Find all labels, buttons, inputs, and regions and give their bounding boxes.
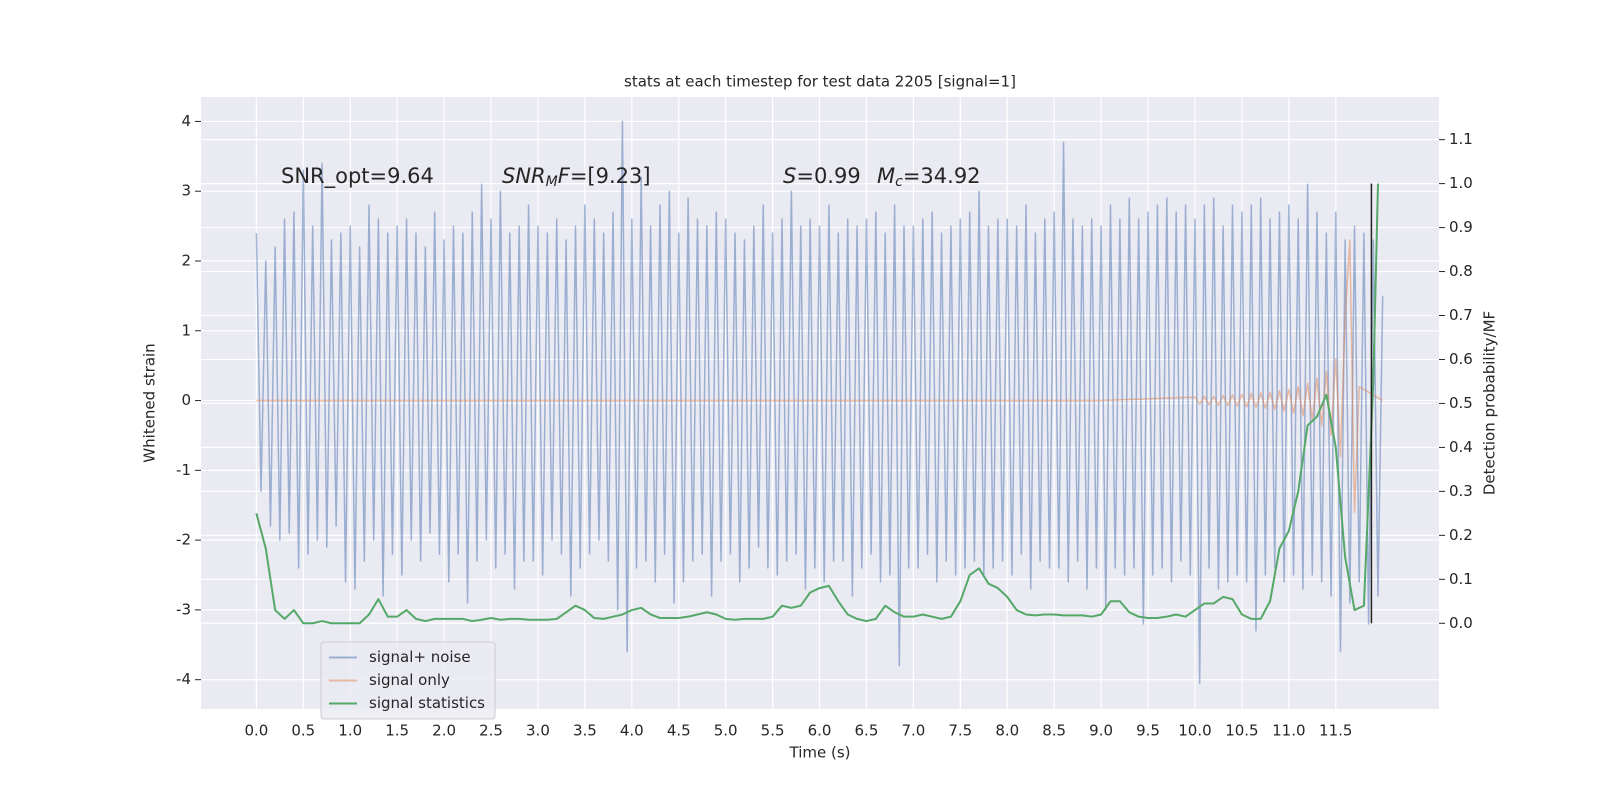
annotation-part: c — [895, 174, 903, 190]
x-tick-label: 3.0 — [526, 722, 550, 740]
y2-tick-label: 0.1 — [1449, 570, 1473, 588]
legend-box — [320, 641, 496, 720]
annotation: S=0.99 — [783, 164, 861, 188]
y-tick-label: 2 — [181, 251, 191, 269]
x-tick-label: 7.0 — [901, 722, 925, 740]
annotation-part: SNR_opt=9.64 — [281, 164, 434, 189]
annotation-part: =34.92 — [903, 164, 981, 188]
y-tick-label: 0 — [181, 391, 191, 409]
y2-tick-label: 0.4 — [1449, 438, 1473, 456]
x-tick-label: 1.5 — [385, 722, 409, 740]
x-tick-label: 7.5 — [948, 722, 972, 740]
y2-tick-label: 0.5 — [1449, 394, 1473, 412]
annotation: SNRMF=[9.23] — [502, 164, 651, 190]
annotation-part: SNR — [502, 164, 546, 188]
annotation-part: =[9.23] — [570, 164, 651, 188]
annotation-part: S — [783, 164, 796, 188]
annotation: SNR_opt=9.64 — [281, 164, 434, 189]
x-tick-label: 2.0 — [432, 722, 456, 740]
y2-axis-label: Detection probability/MF — [1481, 311, 1499, 495]
annotation-part: M — [877, 164, 895, 188]
y-tick-label: -1 — [176, 461, 191, 479]
x-tick-label: 10.5 — [1225, 722, 1258, 740]
x-tick-label: 11.5 — [1319, 722, 1352, 740]
y2-tick-label: 1.0 — [1449, 174, 1473, 192]
legend-label: signal+ noise — [369, 648, 471, 666]
y2-tick-label: 0.9 — [1449, 218, 1473, 236]
x-tick-label: 1.0 — [338, 722, 362, 740]
legend: signal+ noise signal only signal statistic… — [320, 641, 496, 720]
chart-title: stats at each timestep for test data 220… — [624, 73, 1016, 91]
x-tick-label: 8.5 — [1042, 722, 1066, 740]
x-tick-label: 9.5 — [1136, 722, 1160, 740]
x-tick-label: 6.0 — [808, 722, 832, 740]
y2-tick-label: 0.8 — [1449, 262, 1473, 280]
x-tick-label: 9.0 — [1089, 722, 1113, 740]
y2-tick-label: 1.1 — [1449, 130, 1473, 148]
y2-tick-label: 0.2 — [1449, 526, 1473, 544]
x-tick-label: 5.0 — [714, 722, 738, 740]
y-axis-label: Whitened strain — [141, 343, 159, 462]
y-tick-label: 4 — [181, 112, 191, 130]
series-line — [255, 120, 1384, 684]
y2-tick-label: 0.0 — [1449, 614, 1473, 632]
x-tick-label: 2.5 — [479, 722, 503, 740]
legend-label: signal only — [369, 671, 450, 689]
series-line — [256, 239, 1384, 513]
y-tick-label: -3 — [176, 600, 191, 618]
annotation-part: M — [546, 174, 558, 190]
series-line — [255, 183, 1379, 625]
annotation-part: =0.99 — [796, 164, 860, 188]
x-tick-label: 11.0 — [1272, 722, 1305, 740]
x-tick-label: 8.0 — [995, 722, 1019, 740]
x-tick-label: 4.5 — [667, 722, 691, 740]
legend-label: signal statistics — [369, 694, 485, 712]
y-tick-label: -4 — [176, 670, 191, 688]
x-tick-label: 5.5 — [761, 722, 785, 740]
x-tick-label: 6.5 — [855, 722, 879, 740]
x-tick-label: 4.0 — [620, 722, 644, 740]
y2-tick-label: 0.6 — [1449, 350, 1473, 368]
y2-tick-label: 0.7 — [1449, 306, 1473, 324]
y-tick-label: 3 — [181, 182, 191, 200]
plot-area — [255, 120, 1384, 684]
x-tick-label: 3.5 — [573, 722, 597, 740]
x-tick-label: 10.0 — [1178, 722, 1211, 740]
y-tick-label: -2 — [176, 531, 191, 549]
x-axis-label: Time (s) — [789, 744, 851, 762]
annotation-part: F — [558, 164, 571, 188]
x-tick-label: 0.5 — [291, 722, 315, 740]
annotation: Mc=34.92 — [877, 164, 981, 190]
y2-tick-label: 0.3 — [1449, 482, 1473, 500]
x-tick-label: 0.0 — [244, 722, 268, 740]
y-tick-label: 1 — [181, 321, 191, 339]
